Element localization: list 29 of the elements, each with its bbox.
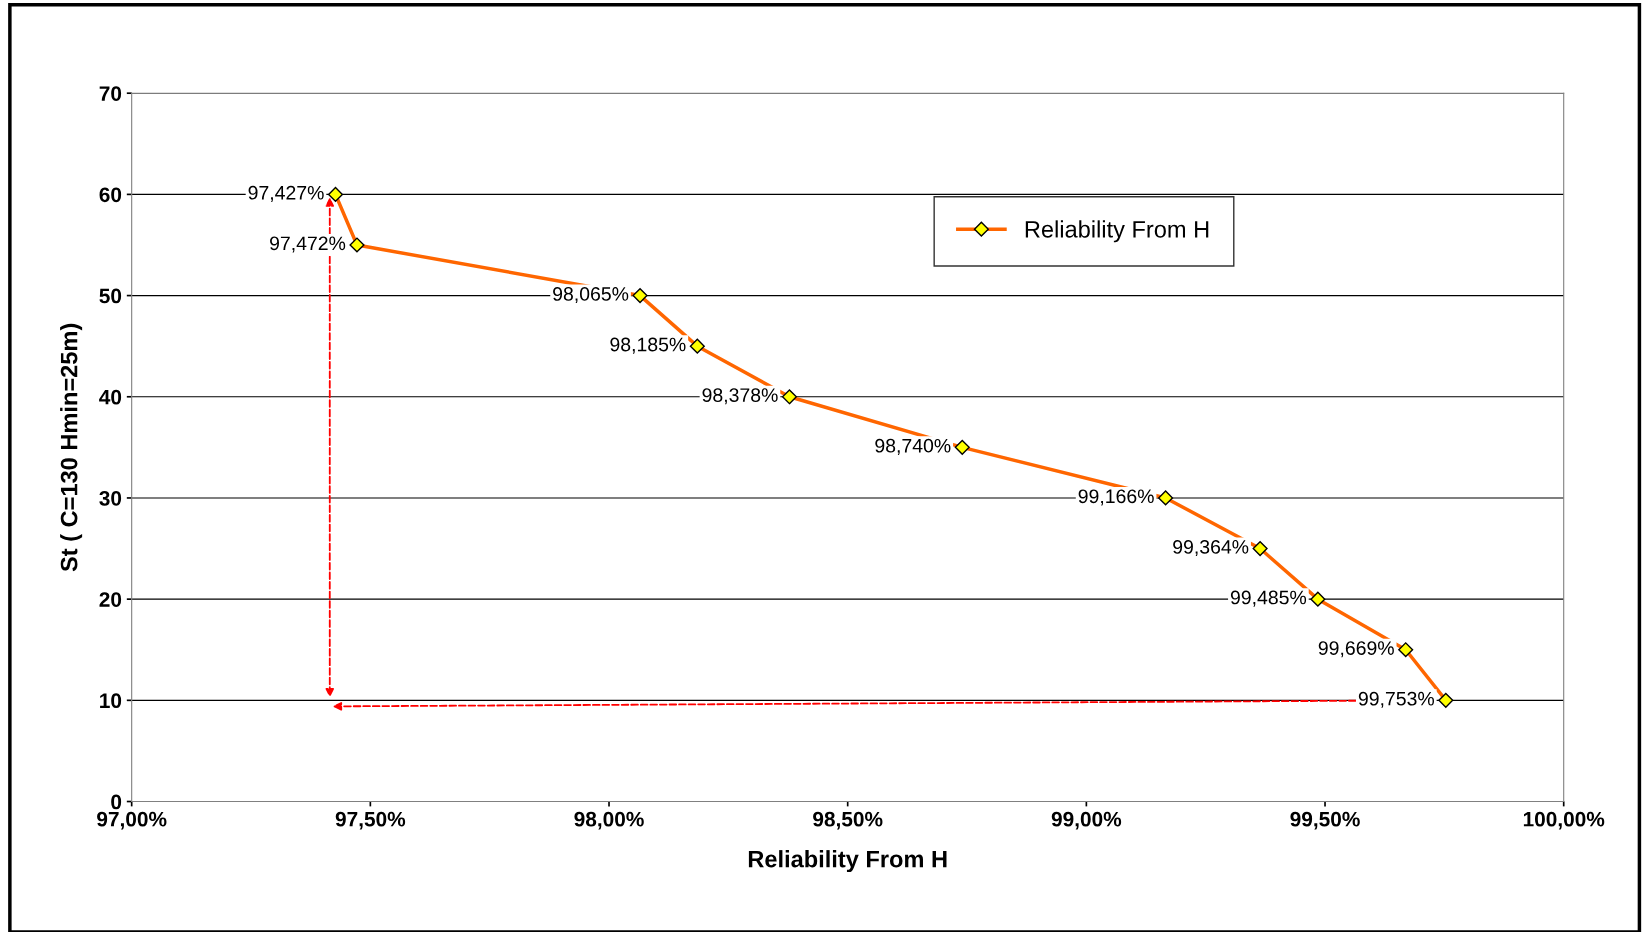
annotation: 98,065%: [553, 287, 629, 304]
annotation: 99,166%: [1078, 489, 1154, 506]
x-tick-label: 99,00%: [1051, 811, 1122, 830]
annotation: 99,485%: [1230, 590, 1307, 607]
x-tick-label: 99,50%: [1290, 811, 1360, 830]
x-tick-label: 98,00%: [574, 811, 644, 830]
y-tick-label: 40: [99, 389, 122, 405]
x-tick-label: 97,00%: [97, 811, 167, 830]
y-tick-label: 10: [100, 693, 122, 709]
x-axis-title: Reliability From H: [748, 850, 947, 873]
annotation: 99,669%: [1318, 641, 1394, 658]
y-tick-label: 70: [99, 86, 122, 101]
legend-label: Reliability From H: [1025, 220, 1209, 243]
x-tick-label: 100,00%: [1523, 811, 1605, 830]
y-tick-label: 60: [99, 187, 122, 203]
x-tick-label: 98,50%: [813, 811, 883, 830]
annotation: 98,185%: [610, 337, 686, 354]
annotation: 98,740%: [875, 438, 951, 455]
annotation: 97,472%: [270, 236, 346, 253]
y-tick-label: 50: [99, 288, 122, 304]
y-axis-title: St ( C=130 Hmin=25m): [60, 323, 83, 572]
annotation: 98,378%: [702, 388, 778, 405]
x-tick-label: 97,50%: [335, 811, 406, 830]
annotation: 97,427%: [248, 185, 324, 202]
y-tick-label: 20: [99, 592, 122, 607]
annotation: 99,753%: [1358, 691, 1434, 708]
annotation: 99,364%: [1173, 540, 1249, 557]
y-tick-label: 0: [111, 794, 122, 810]
y-tick-label: 30: [99, 490, 122, 506]
